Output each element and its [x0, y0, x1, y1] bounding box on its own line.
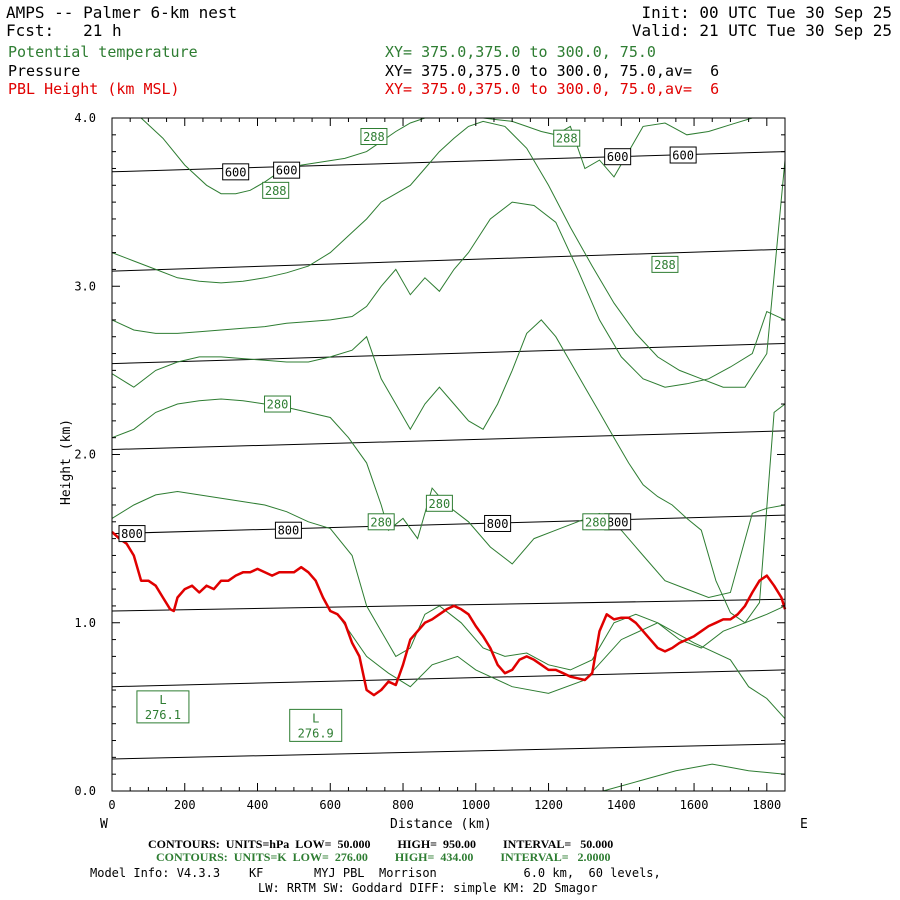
x-axis-east-label: E	[800, 817, 808, 832]
y-tick-label: 3.0	[74, 279, 96, 293]
theta-label-box	[651, 255, 679, 273]
x-tick-label: 800	[392, 798, 414, 812]
theta-label: 288	[556, 132, 578, 146]
pressure-contour-900	[111, 669, 786, 688]
y-axis-label: Height (km)	[59, 418, 74, 505]
footer-model-info: Model Info: V4.3.3 KF MYJ PBL Morrison 6…	[90, 866, 661, 880]
pressure-label-box	[273, 161, 301, 179]
pressure-label: 800	[487, 517, 509, 531]
x-tick-label: 0	[108, 798, 115, 812]
y-tick-label: 2.0	[74, 448, 96, 462]
pressure-label: 600	[225, 165, 247, 179]
y-tick-label: 4.0	[74, 111, 96, 125]
pressure-label-box	[222, 163, 250, 181]
pressure-contour-700	[111, 343, 786, 365]
theta-contour	[140, 117, 753, 195]
forecast-hour: Fcst: 21 h	[6, 21, 122, 40]
theta-minimum-symbol: L	[159, 693, 166, 707]
pressure-label-box	[484, 514, 512, 532]
theta-contour	[111, 319, 786, 624]
chart-title: AMPS -- Palmer 6-km nest	[6, 3, 238, 22]
theta-contour	[337, 614, 786, 720]
plot-frame	[111, 117, 786, 792]
x-axis-west-label: W	[100, 817, 108, 832]
theta-label: 280	[370, 515, 392, 529]
theta-minimum-symbol: L	[312, 711, 319, 725]
pressure-label: 800	[278, 524, 300, 538]
x-tick-label: 1000	[461, 798, 490, 812]
theta-label: 280	[429, 497, 451, 511]
theta-label-box	[367, 513, 395, 531]
pressure-label-box	[118, 525, 146, 543]
pressure-label-box	[274, 521, 302, 539]
pressure-contour-600	[111, 151, 786, 173]
theta-contour	[111, 120, 786, 388]
x-tick-label: 200	[174, 798, 196, 812]
pressure-contour-750	[111, 430, 786, 450]
footer-theta-contours: CONTOURS: UNITS=K LOW= 276.00 HIGH= 434.…	[156, 850, 611, 864]
x-tick-label: 1200	[534, 798, 563, 812]
pressure-contour-650	[111, 248, 786, 272]
pressure-label-box	[669, 146, 697, 164]
pressure-label: 600	[672, 149, 694, 163]
theta-contour	[111, 398, 786, 599]
pressure-label: 600	[607, 150, 629, 164]
x-tick-label: 1800	[752, 798, 781, 812]
theta-contour	[602, 763, 786, 792]
y-tick-label: 0.0	[74, 784, 96, 798]
theta-label: 280	[585, 515, 607, 529]
x-tick-label: 600	[319, 798, 341, 812]
theta-label-box	[264, 395, 292, 413]
theta-label: 288	[654, 258, 676, 272]
theta-label: 288	[265, 184, 287, 198]
theta-label-box	[582, 513, 610, 531]
footer-pressure-contours: CONTOURS: UNITS=hPa LOW= 50.000 HIGH= 95…	[148, 837, 614, 851]
pbl-height-line	[111, 530, 787, 697]
pressure-contour-850	[111, 598, 786, 612]
theta-label-box	[425, 494, 453, 512]
legend-theta: Potential temperature	[8, 43, 198, 61]
y-tick-label: 1.0	[74, 616, 96, 630]
theta-contour	[111, 201, 786, 388]
pressure-contour-950	[111, 743, 786, 760]
x-tick-label: 1400	[607, 798, 636, 812]
theta-label-box	[553, 129, 581, 147]
theta-contour	[111, 490, 786, 671]
pressure-label-box	[604, 513, 632, 531]
pressure-label: 800	[121, 527, 143, 541]
init-time: Init: 00 UTC Tue 30 Sep 25	[641, 3, 892, 22]
x-axis-label: Distance (km)	[390, 817, 492, 832]
theta-label-box	[360, 128, 388, 146]
pressure-contour-800	[111, 514, 786, 535]
valid-time: Valid: 21 UTC Tue 30 Sep 25	[631, 21, 892, 40]
theta-minimum-box	[289, 708, 343, 742]
theta-label-box	[262, 181, 290, 199]
theta-minimum-value: 276.1	[145, 708, 181, 722]
pressure-label: 800	[607, 515, 629, 529]
xy-theta: XY= 375.0,375.0 to 300.0, 75.0	[385, 43, 656, 61]
theta-minimum-box	[136, 690, 190, 724]
pressure-label-box	[604, 148, 632, 166]
legend-pressure: Pressure	[8, 62, 81, 80]
x-tick-label: 1600	[680, 798, 709, 812]
pressure-label: 600	[276, 164, 298, 178]
x-tick-label: 400	[247, 798, 269, 812]
footer-physics-info: LW: RRTM SW: Goddard DIFF: simple KM: 2D…	[258, 881, 598, 895]
legend-pbl: PBL Height (km MSL)	[8, 80, 180, 98]
xy-pressure: XY= 375.0,375.0 to 300.0, 75.0,av= 6	[385, 62, 720, 80]
theta-label: 288	[363, 130, 385, 144]
xy-pbl: XY= 375.0,375.0 to 300.0, 75.0,av= 6	[385, 80, 720, 98]
theta-minimum-value: 276.9	[298, 726, 334, 740]
theta-label: 280	[267, 398, 289, 412]
